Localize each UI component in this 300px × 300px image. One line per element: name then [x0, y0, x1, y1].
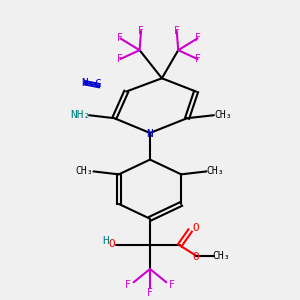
Text: F: F: [138, 26, 144, 36]
Text: CH₃: CH₃: [212, 251, 230, 261]
Text: F: F: [117, 33, 123, 43]
Text: H: H: [102, 236, 109, 246]
Text: N: N: [81, 78, 88, 88]
Text: O: O: [193, 223, 200, 232]
Text: F: F: [174, 26, 180, 36]
Text: F: F: [169, 280, 175, 290]
Text: NH₂: NH₂: [70, 110, 90, 120]
Text: F: F: [195, 33, 200, 43]
Text: F: F: [125, 280, 130, 290]
Text: CH₃: CH₃: [214, 110, 232, 120]
Text: O: O: [108, 239, 115, 249]
Text: F: F: [147, 288, 153, 298]
Text: CH₃: CH₃: [207, 167, 224, 176]
Text: F: F: [117, 54, 123, 64]
Text: O: O: [193, 252, 200, 262]
Text: N: N: [147, 129, 153, 140]
Text: C: C: [94, 79, 101, 89]
Text: CH₃: CH₃: [76, 167, 93, 176]
Text: F: F: [195, 54, 200, 64]
